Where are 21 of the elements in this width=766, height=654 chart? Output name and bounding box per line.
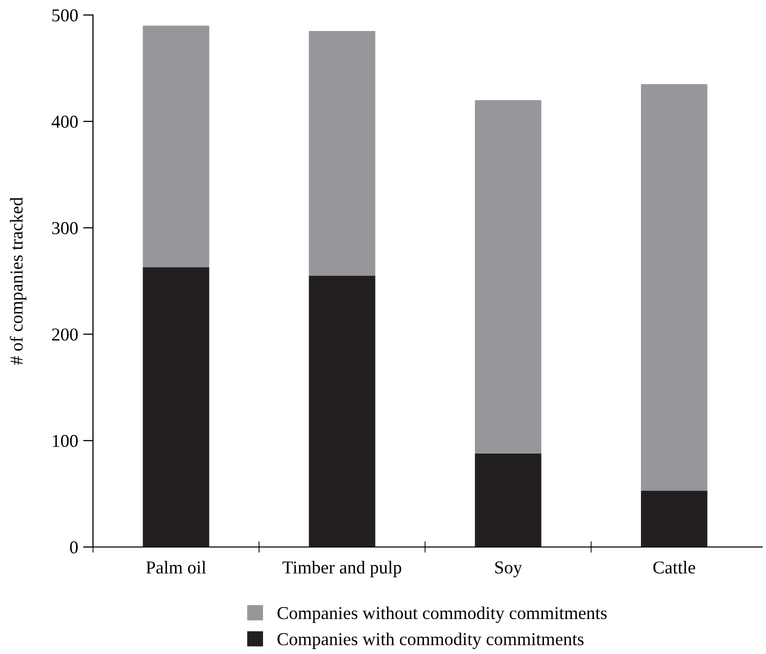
y-tick-label: 300	[52, 222, 78, 234]
y-tick-label: 400	[52, 116, 78, 128]
x-tick-label: Palm oil	[146, 560, 206, 574]
y-tick-label: 100	[52, 434, 78, 448]
y-tick-label: 0	[70, 541, 78, 554]
y-axis-title: # of companies tracked	[10, 197, 26, 365]
bar	[474, 100, 542, 454]
bar	[474, 453, 542, 547]
legend-label: Companies without commodity commitments	[278, 606, 607, 623]
legend-label: Companies with commodity commitments	[278, 632, 584, 649]
y-tick-label: 500	[52, 9, 78, 22]
x-tick-label: Soy	[495, 561, 522, 578]
bar	[308, 276, 376, 547]
x-tick-label: Timber and pulp	[282, 560, 402, 578]
bar	[640, 84, 708, 491]
bar	[308, 30, 376, 276]
bar	[640, 490, 708, 547]
bar	[142, 267, 210, 547]
x-tick-label: Cattle	[653, 560, 696, 574]
y-tick-label: 200	[52, 328, 78, 341]
bar	[142, 26, 210, 268]
